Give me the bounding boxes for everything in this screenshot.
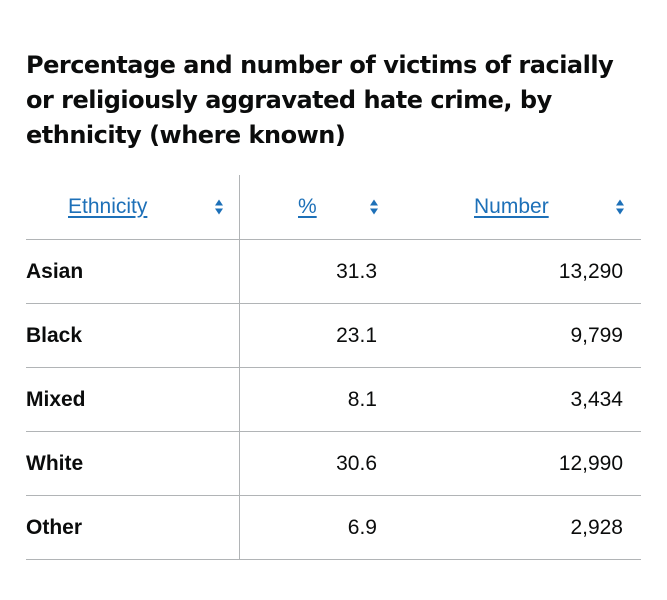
percent-cell: 30.6 bbox=[336, 451, 377, 475]
column-divider bbox=[239, 496, 240, 559]
table-title: Percentage and number of victims of raci… bbox=[26, 51, 614, 149]
ethnicity-cell: Asian bbox=[26, 259, 84, 283]
ethnicity-cell: Other bbox=[26, 515, 83, 539]
column-divider bbox=[239, 240, 240, 303]
table-row: Black 23.1 9,799 bbox=[26, 304, 641, 368]
sort-ethnicity-button[interactable]: Ethnicity bbox=[68, 175, 147, 239]
column-divider bbox=[239, 175, 240, 239]
number-cell: 13,290 bbox=[558, 259, 623, 283]
ethnicity-cell: Mixed bbox=[26, 387, 86, 411]
number-cell: 9,799 bbox=[570, 323, 623, 347]
ethnicity-cell: White bbox=[26, 451, 84, 475]
table-header-row: Ethnicity % Number bbox=[26, 175, 641, 240]
column-divider bbox=[239, 432, 240, 495]
table-row: Other 6.9 2,928 bbox=[26, 496, 641, 560]
data-table: Ethnicity % Number Asian 31.3 13,290 Bla… bbox=[26, 175, 641, 560]
column-divider bbox=[239, 304, 240, 367]
sort-arrows-icon[interactable] bbox=[616, 199, 624, 215]
header-number-label[interactable]: Number bbox=[474, 195, 549, 218]
sort-arrows-icon[interactable] bbox=[215, 199, 223, 215]
table-row: Mixed 8.1 3,434 bbox=[26, 368, 641, 432]
number-cell: 12,990 bbox=[558, 451, 623, 475]
table-row: Asian 31.3 13,290 bbox=[26, 240, 641, 304]
number-cell: 3,434 bbox=[570, 387, 623, 411]
sort-number-button[interactable]: Number bbox=[474, 175, 549, 239]
percent-cell: 8.1 bbox=[347, 387, 377, 411]
header-percent-label[interactable]: % bbox=[298, 195, 317, 218]
percent-cell: 31.3 bbox=[336, 259, 377, 283]
table-row: White 30.6 12,990 bbox=[26, 432, 641, 496]
header-ethnicity-label[interactable]: Ethnicity bbox=[68, 195, 148, 218]
column-divider bbox=[239, 368, 240, 431]
sort-percent-button[interactable]: % bbox=[298, 175, 317, 239]
percent-cell: 23.1 bbox=[336, 323, 377, 347]
sort-arrows-icon[interactable] bbox=[370, 199, 378, 215]
ethnicity-cell: Black bbox=[26, 323, 83, 347]
number-cell: 2,928 bbox=[570, 515, 623, 539]
percent-cell: 6.9 bbox=[347, 515, 377, 539]
